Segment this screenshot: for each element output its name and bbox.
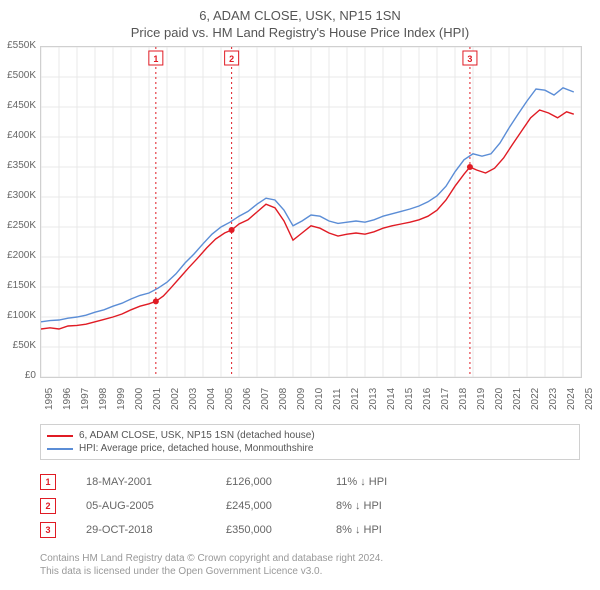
- svg-text:3: 3: [467, 54, 472, 64]
- x-tick-label: 2009: [296, 388, 307, 410]
- marker-number-box: 2: [40, 498, 56, 514]
- y-tick-label: £300K: [7, 190, 36, 201]
- x-tick-label: 2025: [584, 388, 595, 410]
- marker-number-box: 1: [40, 474, 56, 490]
- x-tick-label: 2024: [566, 388, 577, 410]
- marker-number-box: 3: [40, 522, 56, 538]
- x-tick-label: 2014: [386, 388, 397, 410]
- markers-table: 1 18-MAY-2001 £126,000 11% ↓ HPI 2 05-AUG-200…: [40, 470, 580, 542]
- x-tick-label: 2015: [404, 388, 415, 410]
- y-tick-label: £550K: [7, 40, 36, 51]
- x-tick-label: 2006: [242, 388, 253, 410]
- marker-date: 29-OCT-2018: [86, 524, 196, 536]
- x-tick-label: 2005: [224, 388, 235, 410]
- x-tick-label: 2010: [314, 388, 325, 410]
- legend-swatch: [47, 435, 73, 437]
- svg-text:2: 2: [229, 54, 234, 64]
- marker-row: 2 05-AUG-2005 £245,000 8% ↓ HPI: [40, 494, 580, 518]
- marker-price: £350,000: [226, 524, 306, 536]
- legend: 6, ADAM CLOSE, USK, NP15 1SN (detached h…: [40, 424, 580, 460]
- marker-date: 05-AUG-2005: [86, 500, 196, 512]
- x-axis-labels: 1995 1996 1997 1998 1999 2000 2001 2002 2003 2004…: [40, 376, 580, 416]
- y-tick-label: £0: [25, 370, 36, 381]
- x-tick-label: 2017: [440, 388, 451, 410]
- x-tick-label: 2001: [152, 388, 163, 410]
- title-line-2: Price paid vs. HM Land Registry's House …: [0, 23, 600, 46]
- y-tick-label: £150K: [7, 280, 36, 291]
- marker-price: £245,000: [226, 500, 306, 512]
- marker-row: 3 29-OCT-2018 £350,000 8% ↓ HPI: [40, 518, 580, 542]
- footer: Contains HM Land Registry data © Crown c…: [40, 552, 580, 578]
- line-chart-svg: 1 2 3: [41, 47, 581, 377]
- legend-row: HPI: Average price, detached house, Monm…: [47, 442, 573, 455]
- footer-line-2: This data is licensed under the Open Gov…: [40, 565, 580, 578]
- x-tick-label: 2018: [458, 388, 469, 410]
- y-tick-label: £450K: [7, 100, 36, 111]
- marker-date: 18-MAY-2001: [86, 476, 196, 488]
- x-tick-label: 2019: [476, 388, 487, 410]
- marker-pct: 8% ↓ HPI: [336, 500, 436, 512]
- legend-swatch: [47, 448, 73, 450]
- y-tick-label: £250K: [7, 220, 36, 231]
- legend-row: 6, ADAM CLOSE, USK, NP15 1SN (detached h…: [47, 429, 573, 442]
- x-tick-label: 2022: [530, 388, 541, 410]
- chart-container: 6, ADAM CLOSE, USK, NP15 1SN Price paid …: [0, 0, 600, 590]
- y-tick-label: £350K: [7, 160, 36, 171]
- legend-label: 6, ADAM CLOSE, USK, NP15 1SN (detached h…: [79, 430, 315, 441]
- x-tick-label: 2007: [260, 388, 271, 410]
- svg-text:1: 1: [153, 54, 158, 64]
- x-tick-label: 1995: [44, 388, 55, 410]
- x-tick-label: 2003: [188, 388, 199, 410]
- x-tick-label: 2021: [512, 388, 523, 410]
- x-tick-label: 2020: [494, 388, 505, 410]
- marker-pct: 11% ↓ HPI: [336, 476, 436, 488]
- y-tick-label: £400K: [7, 130, 36, 141]
- x-tick-label: 2008: [278, 388, 289, 410]
- legend-label: HPI: Average price, detached house, Monm…: [79, 443, 313, 454]
- x-tick-label: 1996: [62, 388, 73, 410]
- x-tick-label: 2000: [134, 388, 145, 410]
- x-tick-label: 2013: [368, 388, 379, 410]
- chart-area: £0£50K£100K£150K£200K£250K£300K£350K£400…: [40, 46, 600, 376]
- marker-row: 1 18-MAY-2001 £126,000 11% ↓ HPI: [40, 470, 580, 494]
- y-tick-label: £100K: [7, 310, 36, 321]
- x-tick-label: 2023: [548, 388, 559, 410]
- x-tick-label: 1998: [98, 388, 109, 410]
- y-tick-label: £500K: [7, 70, 36, 81]
- title-line-1: 6, ADAM CLOSE, USK, NP15 1SN: [0, 0, 600, 23]
- x-tick-label: 2011: [332, 388, 343, 410]
- footer-line-1: Contains HM Land Registry data © Crown c…: [40, 552, 580, 565]
- x-tick-label: 2012: [350, 388, 361, 410]
- plot-area: 1 2 3: [40, 46, 582, 378]
- x-tick-label: 2016: [422, 388, 433, 410]
- y-axis-labels: £0 £50K £100K £150K £200K £250K £300K £350K £400…: [0, 40, 38, 382]
- y-tick-label: £200K: [7, 250, 36, 261]
- marker-price: £126,000: [226, 476, 306, 488]
- y-tick-label: £50K: [13, 340, 36, 351]
- x-tick-label: 1999: [116, 388, 127, 410]
- marker-pct: 8% ↓ HPI: [336, 524, 436, 536]
- x-tick-label: 1997: [80, 388, 91, 410]
- x-tick-label: 2002: [170, 388, 181, 410]
- x-tick-label: 2004: [206, 388, 217, 410]
